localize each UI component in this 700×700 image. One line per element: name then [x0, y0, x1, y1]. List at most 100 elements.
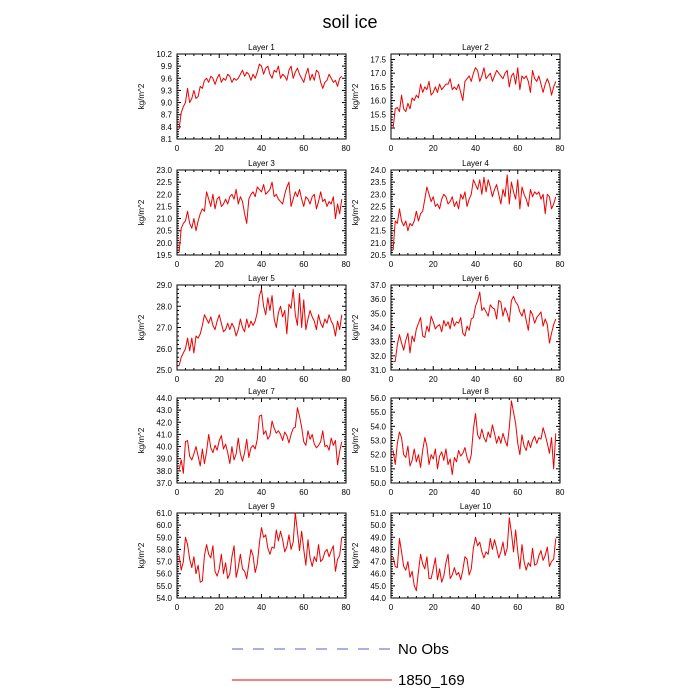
y-tick-label: 9.9 — [161, 62, 173, 71]
y-tick-label: 39.0 — [156, 455, 172, 464]
x-tick-label: 0 — [389, 603, 394, 612]
x-tick-label: 60 — [299, 144, 308, 153]
panel-title: Layer 3 — [248, 159, 275, 168]
x-tick-label: 40 — [471, 144, 480, 153]
y-tick-label: 53.0 — [370, 437, 386, 446]
x-tick-label: 40 — [257, 375, 266, 384]
y-tick-label: 51.0 — [370, 509, 386, 518]
x-tick-label: 20 — [215, 488, 224, 497]
x-tick-label: 60 — [513, 144, 522, 153]
y-tick-label: 8.4 — [161, 123, 173, 132]
series-line-layer-10 — [392, 517, 557, 592]
plot-frame — [390, 512, 561, 599]
x-tick-label: 80 — [556, 488, 565, 497]
y-tick-label: 37.0 — [156, 479, 172, 488]
y-tick-label: 61.0 — [156, 509, 172, 518]
series-line-layer-8 — [392, 400, 557, 475]
y-tick-label: 54.0 — [370, 422, 386, 431]
y-tick-label: 8.1 — [161, 135, 173, 144]
series-line-layer-5 — [178, 288, 343, 366]
y-tick-label: 21.5 — [370, 227, 386, 236]
x-tick-label: 40 — [257, 488, 266, 497]
x-tick-label: 40 — [257, 144, 266, 153]
panel-layer-3: Layer 3 kg/m^2 0 20 40 60 80 19.5 20.0 20.5 21.0 21… — [137, 159, 351, 269]
series-line-layer-2 — [392, 67, 557, 129]
plot-frame — [390, 397, 561, 484]
y-tick-label: 16.5 — [370, 83, 386, 92]
y-tick-label: 20.0 — [156, 239, 172, 248]
y-tick-label: 34.0 — [370, 324, 386, 333]
y-tick-label: 41.0 — [156, 430, 172, 439]
legend-label-1850-169: 1850_169 — [398, 672, 465, 689]
y-tick-label: 21.5 — [156, 202, 172, 211]
y-tick-label: 20.5 — [370, 251, 386, 260]
x-tick-label: 80 — [342, 260, 351, 269]
y-axis-label: kg/m^2 — [137, 199, 146, 225]
x-tick-label: 0 — [175, 603, 180, 612]
y-tick-label: 52.0 — [370, 451, 386, 460]
plot-frame — [176, 169, 347, 256]
y-tick-label: 58.0 — [156, 545, 172, 554]
panel-layer-8: Layer 8 kg/m^2 0 20 40 60 80 50.0 51.0 52.0 53.0 54… — [351, 387, 565, 497]
y-tick-label: 22.5 — [370, 202, 386, 211]
x-tick-label: 60 — [299, 488, 308, 497]
y-tick-label: 26.0 — [156, 345, 172, 354]
x-tick-label: 20 — [215, 375, 224, 384]
panel-layer-1: Layer 1 kg/m^2 0 20 40 60 80 8.1 8.4 8.7 9.0 9.3 9.6… — [137, 43, 351, 153]
y-tick-label: 22.0 — [370, 215, 386, 224]
panel-title: Layer 5 — [248, 274, 275, 283]
x-tick-label: 60 — [513, 375, 522, 384]
figure-title: soil ice — [322, 12, 377, 32]
panel-title: Layer 7 — [248, 387, 275, 396]
y-tick-label: 8.7 — [161, 111, 173, 120]
y-tick-label: 23.0 — [156, 166, 172, 175]
y-tick-label: 16.0 — [370, 97, 386, 106]
y-axis-label: kg/m^2 — [137, 314, 146, 340]
y-tick-label: 56.0 — [156, 570, 172, 579]
panel-title: Layer 1 — [248, 43, 275, 52]
series-line-layer-6 — [393, 291, 557, 362]
y-tick-label: 15.0 — [370, 124, 386, 133]
panel-title: Layer 6 — [462, 274, 489, 283]
x-tick-label: 40 — [471, 603, 480, 612]
plot-frame — [176, 512, 347, 599]
panel-layer-9: Layer 9 kg/m^2 0 20 40 60 80 54.0 55.0 56.0 57.0 58… — [137, 502, 351, 612]
panel-title: Layer 9 — [248, 502, 275, 511]
y-tick-label: 17.0 — [370, 69, 386, 78]
panel-layer-5: Layer 5 kg/m^2 0 20 40 60 80 25.0 26.0 27.0 28.0 29… — [137, 274, 351, 384]
x-tick-label: 20 — [429, 375, 438, 384]
y-axis-label: kg/m^2 — [351, 542, 360, 568]
x-tick-label: 0 — [175, 260, 180, 269]
x-tick-label: 40 — [257, 260, 266, 269]
panel-grid: Layer 1 kg/m^2 0 20 40 60 80 8.1 8.4 8.7 9.0 9.3 9.6… — [137, 43, 565, 612]
y-tick-label: 57.0 — [156, 558, 172, 567]
plot-frame — [176, 284, 347, 371]
series-line-layer-1 — [178, 63, 343, 129]
y-tick-label: 32.0 — [370, 352, 386, 361]
y-tick-label: 55.0 — [370, 408, 386, 417]
y-tick-label: 37.0 — [370, 281, 386, 290]
x-tick-label: 0 — [389, 260, 394, 269]
x-tick-label: 40 — [471, 260, 480, 269]
x-tick-label: 80 — [342, 375, 351, 384]
x-tick-label: 80 — [556, 144, 565, 153]
y-tick-label: 24.0 — [370, 166, 386, 175]
y-tick-label: 60.0 — [156, 521, 172, 530]
y-tick-label: 19.5 — [156, 251, 172, 260]
y-axis-label: kg/m^2 — [351, 199, 360, 225]
y-tick-label: 44.0 — [370, 594, 386, 603]
x-tick-label: 20 — [429, 603, 438, 612]
y-axis-label: kg/m^2 — [351, 314, 360, 340]
x-tick-label: 60 — [299, 260, 308, 269]
x-tick-label: 0 — [389, 144, 394, 153]
y-tick-label: 9.0 — [161, 99, 173, 108]
legend-label-no-obs: No Obs — [398, 641, 449, 658]
y-tick-label: 9.3 — [161, 86, 173, 95]
series-line-layer-3 — [178, 181, 343, 253]
x-tick-label: 80 — [556, 375, 565, 384]
panel-layer-4: Layer 4 kg/m^2 0 20 40 60 80 20.5 21.0 21.5 22.0 22… — [351, 159, 565, 269]
y-tick-label: 23.0 — [370, 190, 386, 199]
panel-layer-2: Layer 2 kg/m^2 0 20 40 60 80 15.0 15.5 16.0 16.5 17… — [351, 43, 565, 153]
y-tick-label: 15.5 — [370, 110, 386, 119]
x-tick-label: 60 — [513, 488, 522, 497]
